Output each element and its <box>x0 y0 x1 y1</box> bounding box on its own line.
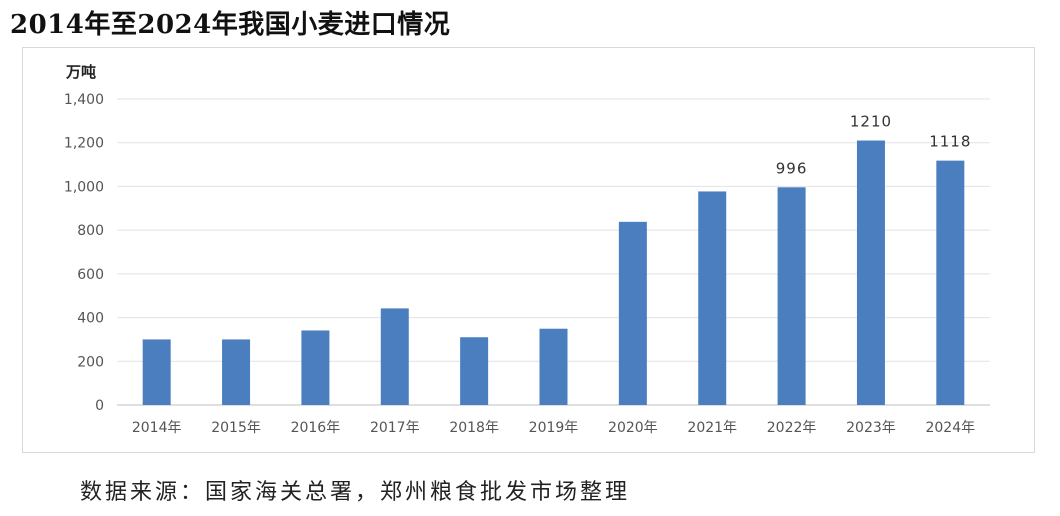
y-tick-label: 1,200 <box>64 136 104 152</box>
x-tick-label: 2015年 <box>211 420 261 436</box>
x-tick-label: 2020年 <box>608 420 658 436</box>
y-tick-label: 800 <box>77 223 104 239</box>
bar-2022 <box>777 187 806 405</box>
y-tick-label: 400 <box>77 311 104 327</box>
y-tick-label: 200 <box>77 354 104 370</box>
x-tick-label: 2016年 <box>291 420 341 436</box>
x-axis-ticks: 2014年 2015年 2016年 2017年 2018年 2019年 2020年 2021年… <box>132 420 975 436</box>
bar-2023 <box>856 140 885 405</box>
bar-2021 <box>698 191 727 405</box>
gridlines <box>117 98 990 406</box>
x-tick-label: 2023年 <box>846 420 896 436</box>
chart-title: 2014年至2024年我国小麦进口情况 <box>10 10 451 40</box>
y-axis-ticks: 0 200 400 600 800 1,000 1,200 1,400 <box>64 92 104 414</box>
x-tick-label: 2017年 <box>370 420 420 436</box>
bar-2019 <box>539 328 568 405</box>
data-label: 1210 <box>850 113 892 131</box>
x-tick-label: 2014年 <box>132 420 182 436</box>
x-tick-label: 2024年 <box>925 420 975 436</box>
bars <box>142 140 965 405</box>
x-tick-label: 2022年 <box>767 420 817 436</box>
bar-2014 <box>142 339 171 405</box>
y-tick-label: 1,400 <box>64 92 104 108</box>
bar-2024 <box>936 160 965 405</box>
y-tick-label: 1,000 <box>64 179 104 195</box>
bar-2017 <box>380 308 409 405</box>
bar-2015 <box>222 339 251 405</box>
y-tick-label: 600 <box>77 267 104 283</box>
bar-2018 <box>460 337 489 405</box>
bar-2020 <box>618 221 647 405</box>
x-tick-label: 2019年 <box>529 420 579 436</box>
y-axis-label: 万吨 <box>65 63 96 81</box>
x-tick-label: 2021年 <box>687 420 737 436</box>
data-label: 1118 <box>929 133 971 151</box>
x-tick-label: 2018年 <box>449 420 499 436</box>
data-labels: 996 1210 1118 <box>776 113 971 178</box>
bar-chart: 0 200 400 600 800 1,000 1,200 1,400 996 1210 1118… <box>64 63 990 436</box>
data-label: 996 <box>776 159 808 177</box>
bar-2016 <box>301 330 330 405</box>
y-tick-label: 0 <box>95 398 104 414</box>
chart-frame <box>22 47 1035 453</box>
data-source-note: 数据来源：国家海关总署，郑州粮食批发市场整理 <box>80 480 631 505</box>
